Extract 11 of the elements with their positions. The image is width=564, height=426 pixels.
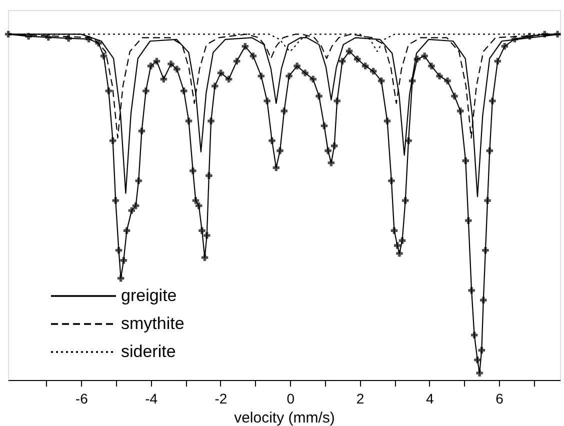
x-tick-label: 4 [426,390,434,406]
x-tick-label: 0 [286,390,295,406]
legend-label: siderite [121,342,176,361]
x-tick-label: -4 [145,390,158,406]
x-axis-title: velocity (mm/s) [234,410,335,426]
x-tick-label: 6 [496,390,504,406]
legend-label: smythite [121,314,184,333]
x-tick-label: 2 [356,390,364,406]
x-tick-label: -6 [75,390,88,406]
x-tick-label: -2 [214,390,228,406]
legend-label: greigite [121,286,177,305]
